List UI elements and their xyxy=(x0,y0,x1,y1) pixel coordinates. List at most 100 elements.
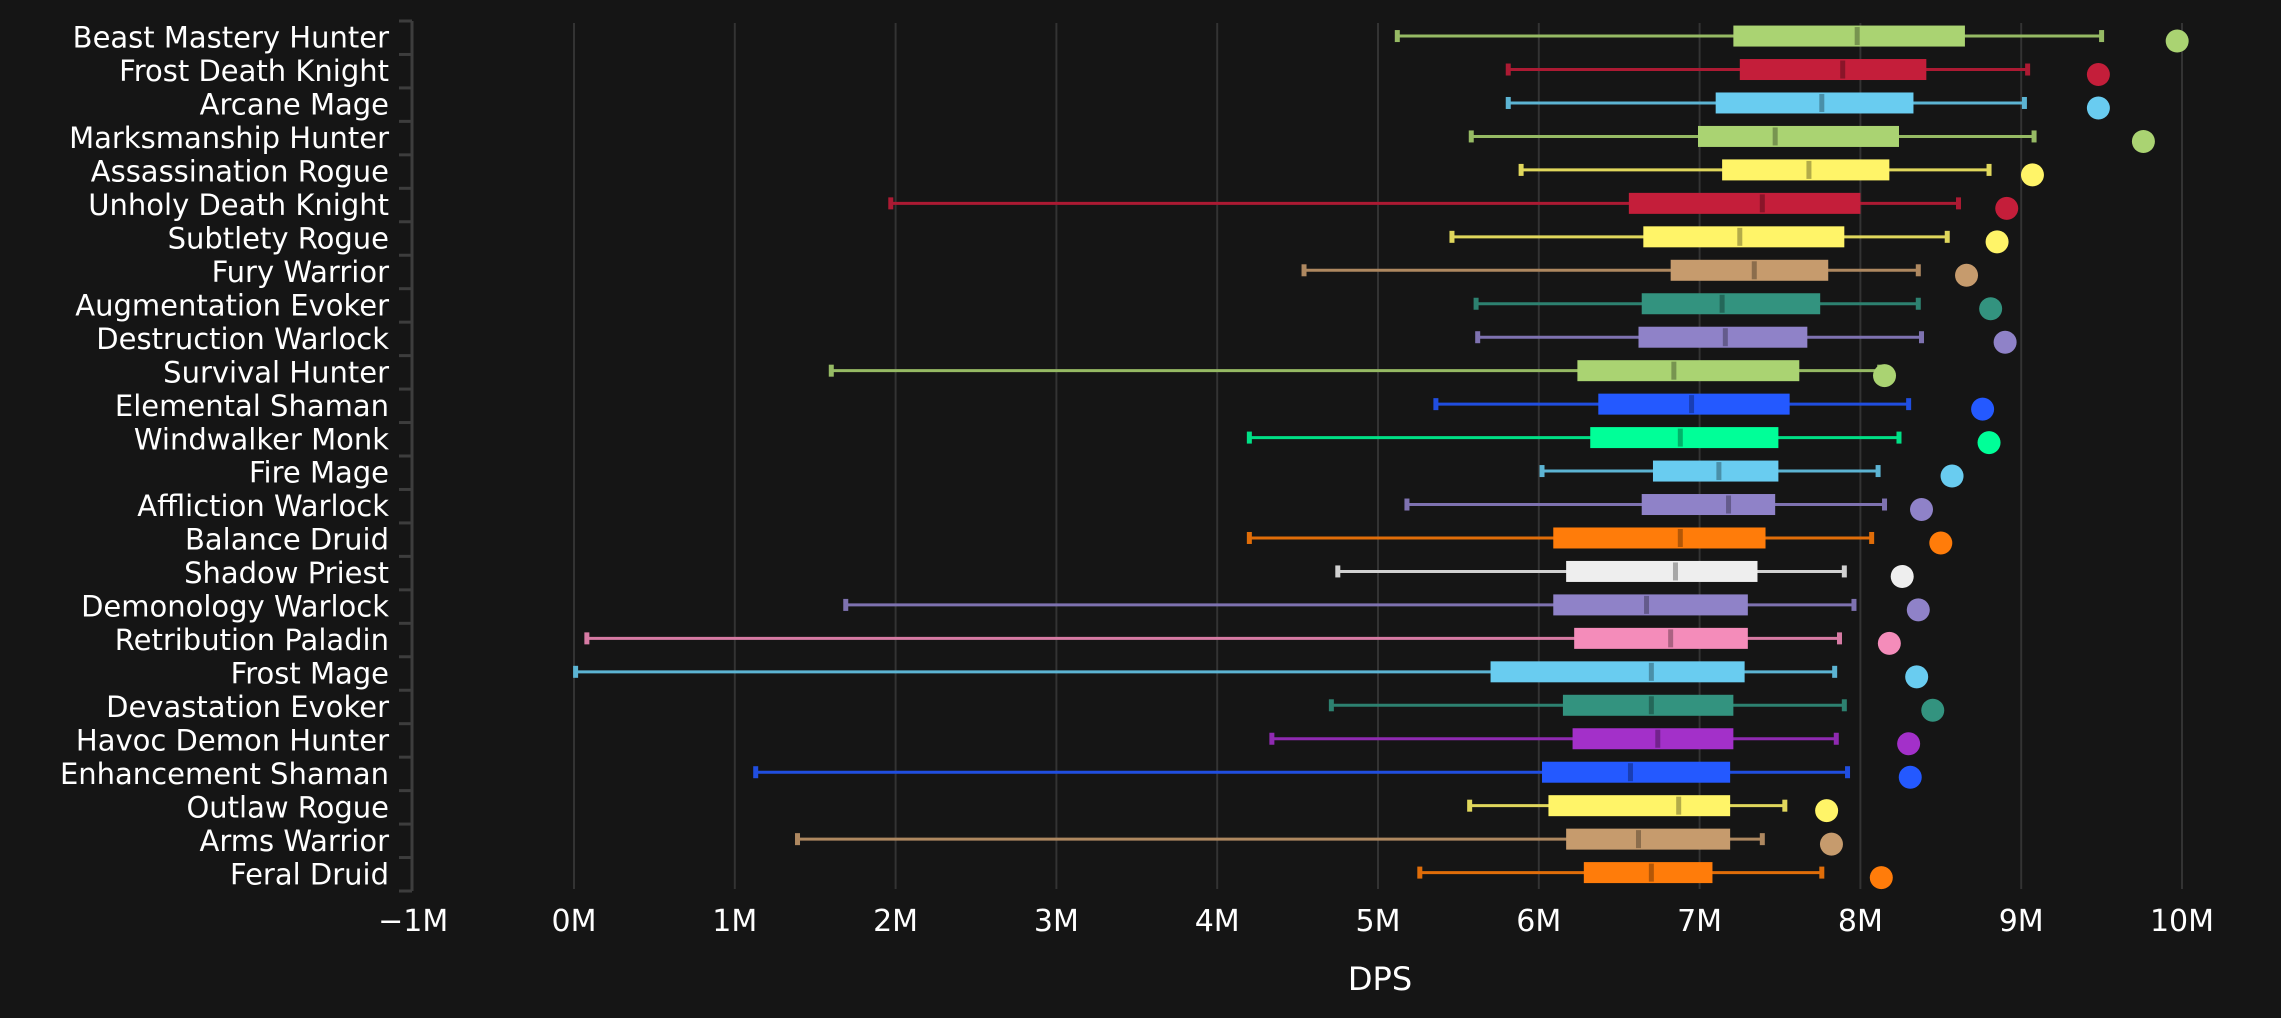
median-line xyxy=(1668,629,1674,648)
whisker-cap-high xyxy=(1832,665,1838,678)
spec-row xyxy=(888,192,2019,220)
spec-row xyxy=(584,627,1901,655)
whisker-cap-low xyxy=(1539,465,1545,478)
whisker-cap-low xyxy=(1335,565,1341,578)
max-point xyxy=(2020,163,2044,187)
median-line xyxy=(1759,194,1765,213)
median-line xyxy=(1772,127,1778,146)
median-line xyxy=(1737,227,1743,246)
whisker-cap-low xyxy=(1518,163,1524,176)
x-tick-label: 10M xyxy=(2150,904,2214,939)
max-point xyxy=(1955,263,1979,287)
median-line xyxy=(1672,562,1678,581)
whisker-cap-low xyxy=(1505,63,1511,76)
iqr-box xyxy=(1641,494,1776,516)
iqr-box xyxy=(1643,226,1845,248)
whisker-cap-low xyxy=(1449,230,1455,243)
median-line xyxy=(1840,60,1846,79)
spec-row xyxy=(1505,59,2110,87)
iqr-box xyxy=(1574,627,1748,649)
iqr-box xyxy=(1583,862,1713,884)
iqr-box xyxy=(1652,460,1779,482)
whisker-cap-high xyxy=(2025,63,2031,76)
spec-row xyxy=(843,594,1930,622)
median-line xyxy=(1648,696,1654,715)
whisker-cap-high xyxy=(1851,598,1857,611)
whisker-cap-high xyxy=(1896,431,1902,444)
spec-row xyxy=(828,360,1897,388)
iqr-box xyxy=(1590,427,1779,449)
x-tick-label: 5M xyxy=(1356,904,1401,939)
spec-row xyxy=(1473,293,2003,321)
median-line xyxy=(1806,160,1812,179)
y-tick-label: Shadow Priest xyxy=(184,556,389,590)
whisker-cap-low xyxy=(573,665,579,678)
whisker-cap-high xyxy=(1919,331,1925,344)
x-tick-label: 2M xyxy=(873,904,918,939)
spec-row xyxy=(1468,125,2155,153)
median-line xyxy=(1716,462,1722,481)
whisker-cap-low xyxy=(1246,431,1252,444)
iqr-box xyxy=(1562,694,1734,716)
max-point xyxy=(1940,464,1964,488)
iqr-box xyxy=(1553,594,1748,616)
y-tick-label: Devastation Evoker xyxy=(106,690,389,724)
y-axis xyxy=(399,19,414,893)
whisker-cap-low xyxy=(795,833,801,846)
whisker-cap-high xyxy=(1836,632,1842,645)
whisker-cap-low xyxy=(1404,498,1410,511)
y-tick-label: Augmentation Evoker xyxy=(75,288,389,322)
whisker-cap-high xyxy=(1906,398,1912,411)
y-tick-label: Marksmanship Hunter xyxy=(69,121,389,155)
median-line xyxy=(1689,395,1695,414)
y-tick-label: Arms Warrior xyxy=(200,824,390,858)
whisker-cap-low xyxy=(1301,264,1307,277)
max-point xyxy=(1815,799,1839,823)
spec-row xyxy=(1404,494,1934,522)
spec-row xyxy=(1449,226,2009,254)
spec-row xyxy=(1269,728,1921,756)
median-line xyxy=(1677,428,1683,447)
box-series xyxy=(573,25,2189,890)
x-axis-title: DPS xyxy=(1348,960,1412,998)
y-tick-label: Arcane Mage xyxy=(200,88,389,122)
x-tick-label: 8M xyxy=(1838,904,1883,939)
whisker-cap-high xyxy=(1759,833,1765,846)
spec-row xyxy=(1246,427,2001,455)
spec-row xyxy=(1433,393,1995,421)
spec-row xyxy=(1467,795,1839,823)
median-line xyxy=(1648,662,1654,681)
y-tick-label: Survival Hunter xyxy=(163,355,389,389)
iqr-box xyxy=(1490,661,1745,683)
iqr-box xyxy=(1548,795,1731,817)
spec-row xyxy=(1417,862,1893,890)
whisker-cap-high xyxy=(1875,465,1881,478)
spec-row xyxy=(1475,326,2017,354)
whisker-cap-low xyxy=(888,197,894,210)
max-point xyxy=(1905,665,1929,689)
whisker-cap-low xyxy=(1328,699,1334,712)
max-point xyxy=(1921,698,1945,722)
median-line xyxy=(1854,27,1860,46)
max-point xyxy=(1929,531,1953,555)
y-tick-label: Havoc Demon Hunter xyxy=(76,723,389,757)
max-point xyxy=(1977,431,2001,455)
max-point xyxy=(1995,196,2019,220)
whisker-cap-low xyxy=(1473,297,1479,310)
max-point xyxy=(1910,498,1934,522)
y-tick-label: Affliction Warlock xyxy=(137,489,389,523)
max-point xyxy=(1890,564,1914,588)
x-tick-labels: −1M 0M 1M 2M 3M 4M 5M 6M 7M 8M 9M 10M xyxy=(378,904,2214,939)
spec-row xyxy=(1539,460,1964,488)
iqr-box xyxy=(1733,25,1965,47)
y-tick-label: Frost Mage xyxy=(231,657,389,691)
spec-row xyxy=(1328,694,1945,722)
whisker-cap-low xyxy=(753,766,759,779)
whisker-cap-high xyxy=(2021,96,2027,109)
iqr-box xyxy=(1715,92,1914,114)
median-line xyxy=(1677,528,1683,547)
y-tick-label: Balance Druid xyxy=(185,523,389,557)
whisker-cap-low xyxy=(1433,398,1439,411)
y-tick-label: Beast Mastery Hunter xyxy=(73,21,389,55)
